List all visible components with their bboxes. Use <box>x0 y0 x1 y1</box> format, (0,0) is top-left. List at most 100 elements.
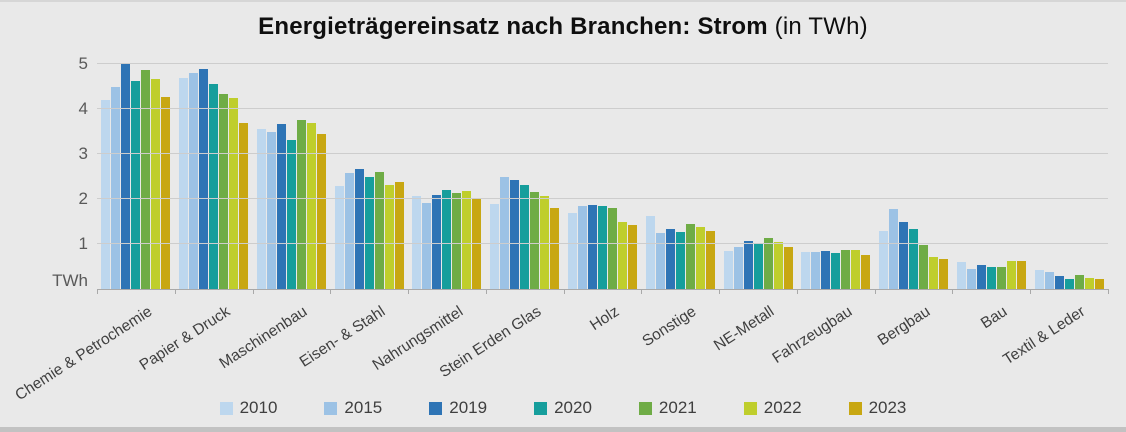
bar-2023 <box>239 122 249 289</box>
bar-2021 <box>141 69 151 289</box>
bar-2022 <box>617 221 627 289</box>
bar-2021 <box>685 224 695 289</box>
plot-area <box>97 63 1109 294</box>
axis-tick <box>641 289 643 294</box>
bar-2010 <box>801 252 811 289</box>
bar-group <box>1030 64 1108 289</box>
legend-swatch-icon <box>638 401 652 415</box>
bar-group <box>797 64 875 289</box>
legend-swatch-icon <box>848 401 862 415</box>
bar-2023 <box>161 97 171 289</box>
bar-group <box>719 64 797 289</box>
bar-2019 <box>354 168 364 289</box>
bar-2010 <box>334 185 344 289</box>
legend-swatch-icon <box>219 401 233 415</box>
bar-2022 <box>1006 261 1016 289</box>
bar-group <box>330 64 408 289</box>
bar-2015 <box>655 232 665 289</box>
bar-2015 <box>266 132 276 289</box>
legend-label: 2022 <box>763 398 802 417</box>
bar-2010 <box>567 212 577 289</box>
bar-2021 <box>1074 274 1084 289</box>
x-axis-category-label: Sonstige <box>639 303 700 351</box>
bar-group <box>253 64 331 289</box>
bar-2021 <box>219 94 229 289</box>
x-axis-category-label: Holz <box>586 303 622 335</box>
bar-2022 <box>695 227 705 289</box>
bar-group <box>408 64 486 289</box>
x-axis-category-label: Bergbau <box>874 303 933 350</box>
bar-2023 <box>783 247 793 289</box>
bar-2015 <box>889 209 899 289</box>
bar-2019 <box>665 229 675 289</box>
axis-tick <box>174 289 176 294</box>
bar-2019 <box>587 204 597 289</box>
y-axis-tick-label: 3 <box>78 144 88 163</box>
bar-2015 <box>422 202 432 289</box>
bar-2010 <box>179 77 189 289</box>
bar-2021 <box>996 267 1006 289</box>
bar-2021 <box>607 208 617 289</box>
bar-2021 <box>841 249 851 289</box>
axis-tick <box>719 289 721 294</box>
bar-2010 <box>412 195 422 289</box>
bar-2023 <box>627 224 637 289</box>
bar-2015 <box>111 86 121 289</box>
axis-tick <box>563 289 565 294</box>
legend-item: 2022 <box>743 398 802 418</box>
legend-item: 2023 <box>848 398 907 418</box>
bar-2022 <box>851 250 861 289</box>
bar-2023 <box>316 134 326 289</box>
bar-2019 <box>743 241 753 289</box>
bar-2020 <box>753 244 763 289</box>
bar-2019 <box>976 265 986 289</box>
x-axis-category-label: Bau <box>978 303 1011 333</box>
gridline <box>97 243 1108 244</box>
legend-swatch-icon <box>324 401 338 415</box>
bar-2015 <box>189 73 199 289</box>
gridline <box>97 63 1108 64</box>
bar-2020 <box>831 253 841 289</box>
legend-label: 2015 <box>344 398 383 417</box>
bar-2019 <box>276 123 286 289</box>
bar-2010 <box>956 262 966 289</box>
bar-2020 <box>209 84 219 289</box>
legend-swatch-icon <box>429 401 443 415</box>
legend-label: 2023 <box>868 398 907 417</box>
x-axis-category-label: Fahrzeugbau <box>769 303 856 368</box>
bar-2023 <box>1094 278 1104 289</box>
bar-group <box>875 64 953 289</box>
bar-group <box>641 64 719 289</box>
bar-2021 <box>763 238 773 289</box>
legend-item: 2019 <box>429 398 487 418</box>
bar-group <box>175 64 253 289</box>
y-axis-tick-label: 1 <box>78 234 88 253</box>
bar-2021 <box>296 120 306 289</box>
bar-2010 <box>723 251 733 289</box>
bar-2010 <box>256 129 266 289</box>
bar-2022 <box>306 122 316 289</box>
bar-2015 <box>344 172 354 289</box>
legend-label: 2019 <box>449 398 488 417</box>
bar-2020 <box>675 232 685 289</box>
bar-2015 <box>1044 271 1054 289</box>
bar-2022 <box>929 256 939 289</box>
bar-2022 <box>384 185 394 289</box>
axis-tick <box>408 289 410 294</box>
bar-2015 <box>577 206 587 289</box>
bar-2021 <box>530 191 540 289</box>
gridline <box>97 153 1108 154</box>
legend-swatch-icon <box>534 401 548 415</box>
bar-groups <box>97 64 1108 289</box>
legend-swatch-icon <box>743 401 757 415</box>
legend-item: 2010 <box>219 398 277 418</box>
bar-2019 <box>510 180 520 289</box>
bar-2020 <box>597 206 607 289</box>
bar-2020 <box>1064 278 1074 289</box>
y-axis-tick-label: 4 <box>78 99 88 118</box>
bar-2021 <box>919 244 929 289</box>
gridline <box>97 108 1108 109</box>
x-axis-labels: Chemie & Petrochemie Papier & Druck Maschi… <box>12 289 1108 404</box>
legend-item: 2021 <box>638 398 697 418</box>
legend-label: 2020 <box>554 398 592 417</box>
